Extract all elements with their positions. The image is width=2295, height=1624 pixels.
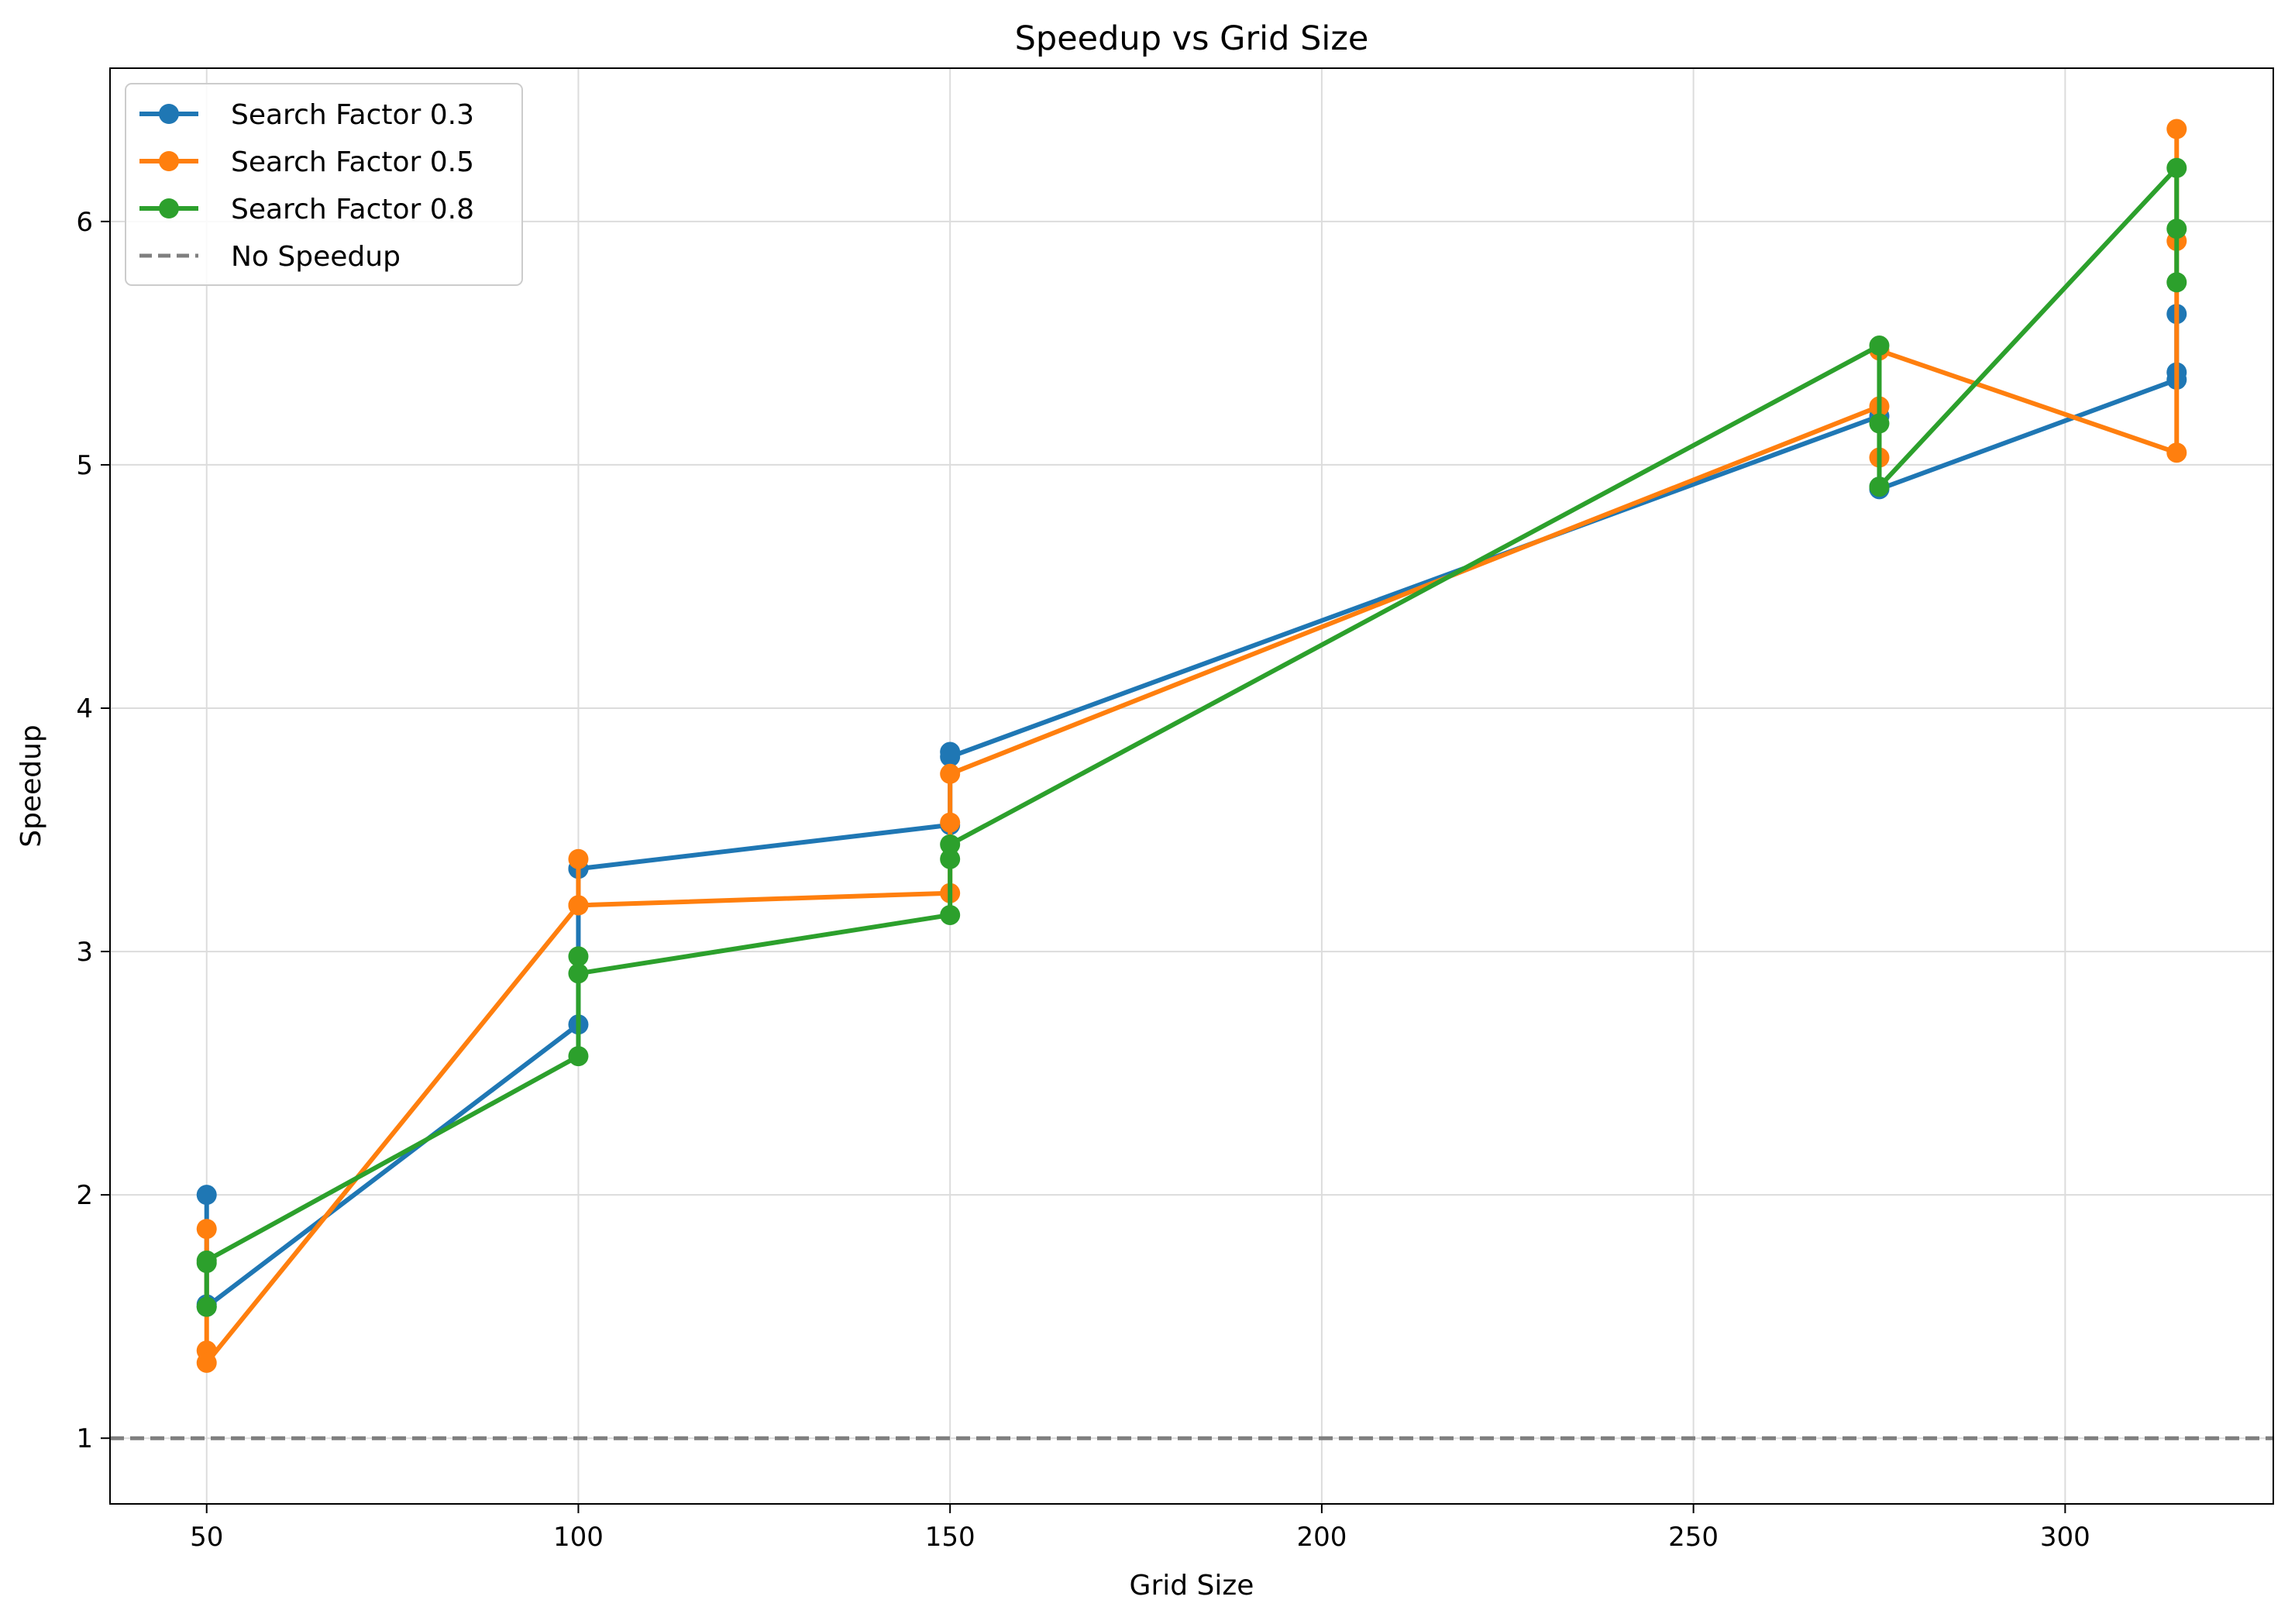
y-tick-label: 4 xyxy=(76,693,93,724)
series-line xyxy=(204,129,2180,1365)
data-point xyxy=(568,848,589,869)
data-point xyxy=(940,904,961,925)
legend-swatch-marker xyxy=(159,151,179,171)
data-point xyxy=(940,848,961,869)
data-point xyxy=(196,1250,217,1271)
x-tick-label: 150 xyxy=(925,1522,975,1553)
x-tick-label: 200 xyxy=(1296,1522,1347,1553)
chart-title: Speedup vs Grid Size xyxy=(1015,19,1369,58)
data-point xyxy=(2166,272,2187,293)
legend-label: Search Factor 0.8 xyxy=(231,194,474,225)
legend-swatch-marker xyxy=(159,104,179,124)
x-tick-label: 50 xyxy=(190,1522,223,1553)
data-point xyxy=(568,895,589,916)
y-axis-label: Speedup xyxy=(15,724,47,848)
y-tick-label: 1 xyxy=(76,1423,93,1454)
legend-box xyxy=(125,83,523,286)
legend: Search Factor 0.3 Search Factor 0.5 Search… xyxy=(125,83,523,286)
data-point xyxy=(1869,413,1890,434)
x-tick-label: 100 xyxy=(553,1522,604,1553)
y-tick-label: 5 xyxy=(76,450,93,481)
x-axis-label: Grid Size xyxy=(1130,1570,1254,1602)
legend-swatch-marker xyxy=(159,198,179,218)
x-tick-label: 300 xyxy=(2040,1522,2090,1553)
data-point xyxy=(568,946,589,967)
legend-label: Search Factor 0.3 xyxy=(231,99,474,131)
series-3 xyxy=(196,157,2187,1317)
data-point xyxy=(196,1219,217,1240)
series-2 xyxy=(196,119,2187,1373)
plot-frame xyxy=(109,67,2274,1505)
ticks: 50 100 150 200 250 300 1 2 3 4 5 6 xyxy=(76,207,2090,1553)
data-point xyxy=(940,834,961,855)
data-point xyxy=(940,746,961,767)
data-point xyxy=(196,1296,217,1317)
legend-label: Search Factor 0.5 xyxy=(231,146,474,178)
data-point xyxy=(196,1352,217,1373)
data-point xyxy=(568,1046,589,1067)
x-tick-label: 250 xyxy=(1668,1522,1719,1553)
data-point xyxy=(1869,335,1890,356)
legend-label: No Speedup xyxy=(231,241,401,273)
series-layer xyxy=(196,119,2187,1373)
data-point xyxy=(2166,119,2187,139)
data-point xyxy=(2166,157,2187,178)
y-tick-label: 2 xyxy=(76,1180,93,1211)
data-point xyxy=(940,763,961,784)
y-tick-label: 6 xyxy=(76,207,93,238)
data-point xyxy=(1869,477,1890,497)
data-point xyxy=(196,1185,217,1206)
data-point xyxy=(2166,442,2187,463)
data-point xyxy=(568,963,589,984)
data-point xyxy=(2166,218,2187,239)
y-tick-label: 3 xyxy=(76,937,93,968)
data-point xyxy=(940,812,961,833)
